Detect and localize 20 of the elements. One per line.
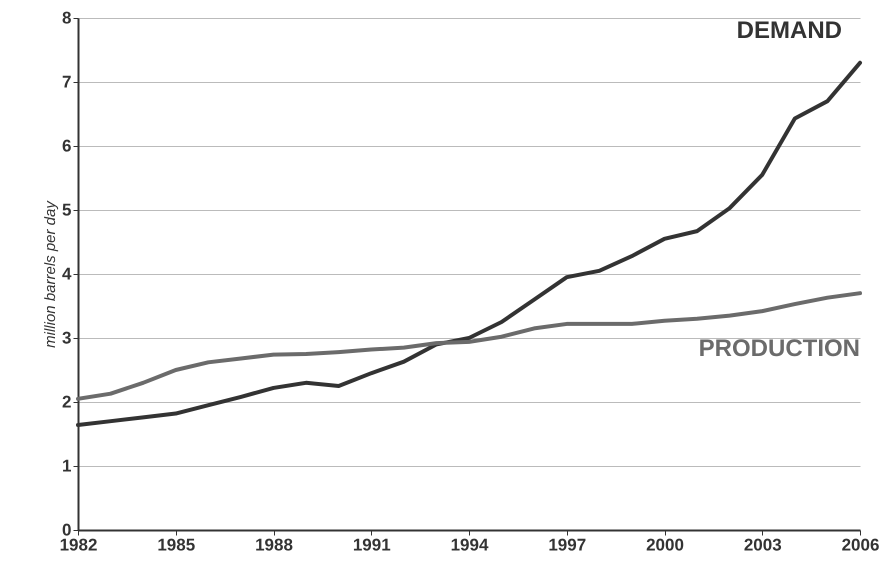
y-tick-label: 1 [62,456,72,476]
y-axis-title: million barrels per day [42,200,60,348]
x-tick-label: 2000 [646,536,684,554]
y-tick-label: 8 [62,8,72,28]
series-label: DEMAND [736,16,842,44]
y-tick-label: 7 [62,72,72,92]
y-tick-label: 2 [62,392,72,412]
x-tick-label: 2006 [842,536,880,554]
y-tick-label: 3 [62,328,72,348]
y-tick-label: 6 [62,136,72,156]
x-tick-label: 1994 [450,536,489,554]
x-tick-label: 1985 [157,536,196,554]
line-series [76,291,862,401]
y-tick-label: 4 [62,264,72,284]
y-tick-label: 5 [62,200,72,220]
x-tick-label: 1991 [352,536,391,554]
x-tick-label: 1997 [548,536,586,554]
series-label: PRODUCTION [698,335,860,362]
x-tick-label: 2003 [744,536,782,554]
x-tick-label: 1988 [255,536,293,554]
